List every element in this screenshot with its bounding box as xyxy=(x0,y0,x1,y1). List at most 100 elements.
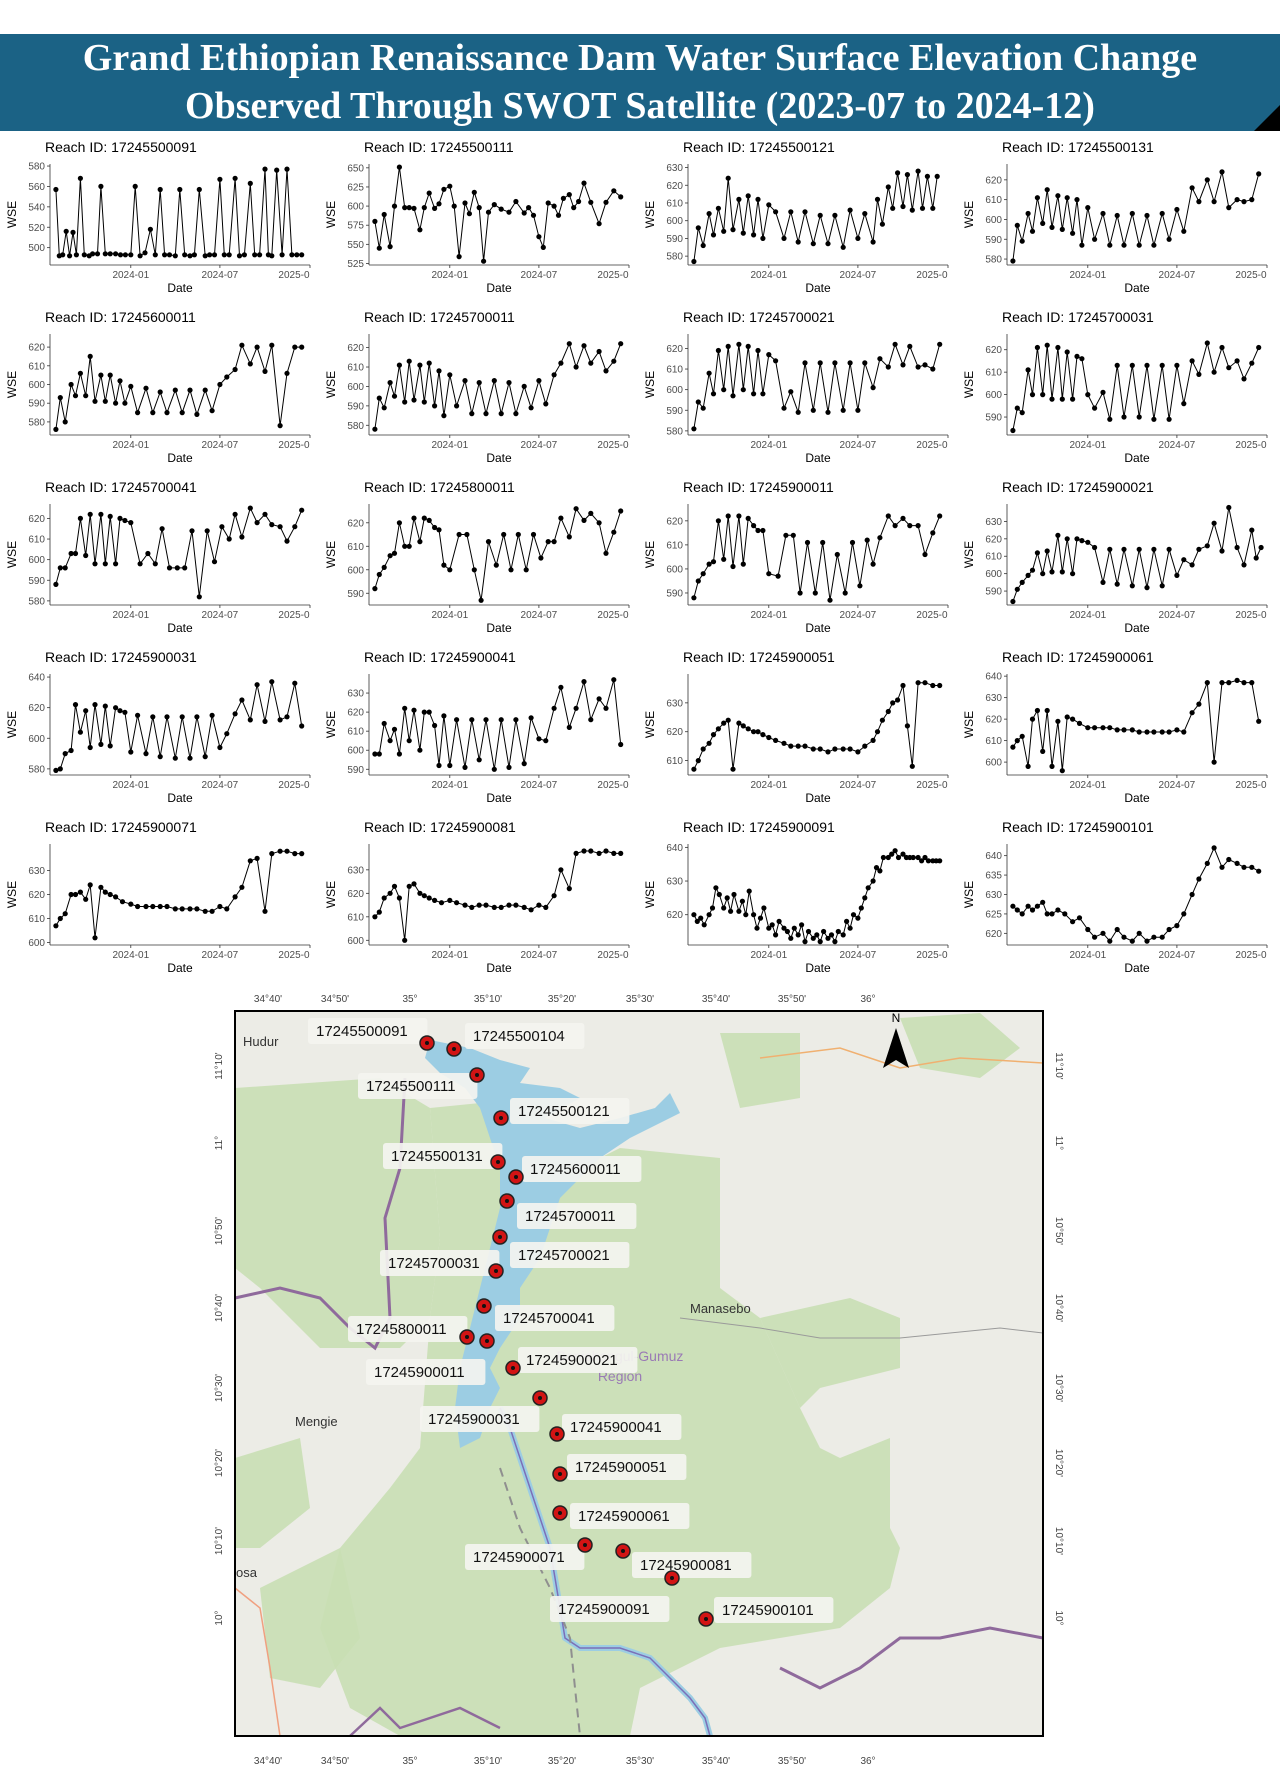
page-title-line-2: Observed Through SWOT Satellite (2023-07… xyxy=(185,85,1095,127)
wse-point xyxy=(152,561,158,567)
map-frame xyxy=(234,1010,1044,1737)
wse-point xyxy=(441,562,447,568)
wse-point xyxy=(232,175,238,181)
wse-point xyxy=(788,743,794,749)
reach-marker-center xyxy=(558,1511,562,1515)
y-tick-label: 580 xyxy=(28,764,45,775)
wse-point xyxy=(1100,579,1106,585)
wse-point xyxy=(691,258,697,265)
wse-point xyxy=(873,865,880,871)
reach-label-box xyxy=(465,1544,585,1570)
wse-point xyxy=(526,205,532,211)
wse-point xyxy=(217,903,223,910)
wse-point xyxy=(182,565,188,571)
wse-series-line xyxy=(1012,679,1260,771)
wse-point xyxy=(536,902,542,908)
wse-point xyxy=(292,524,298,530)
longitude-label-top: 35°40' xyxy=(702,994,730,1005)
wse-point xyxy=(528,405,534,411)
wse-point xyxy=(53,581,59,587)
reach-label: 17245500104 xyxy=(473,1028,565,1045)
wse-point xyxy=(411,881,417,887)
wse-point xyxy=(402,205,408,211)
wse-point xyxy=(695,225,701,231)
wse-point xyxy=(102,561,108,567)
wse-point xyxy=(53,186,59,193)
wse-point xyxy=(730,563,736,570)
wse-point xyxy=(847,207,853,213)
wse-point xyxy=(481,258,487,264)
x-tick-label: 2025-0 xyxy=(278,780,310,791)
wse-point xyxy=(1059,569,1065,575)
reach-17245900031: 17245900031 xyxy=(420,1390,548,1432)
wse-point xyxy=(239,342,245,348)
latitude-label-left: 10°10' xyxy=(214,1527,225,1555)
y-tick-label: 590 xyxy=(985,587,1002,598)
wse-point xyxy=(909,763,915,769)
wse-series-line xyxy=(55,850,302,938)
y-tick-label: 580 xyxy=(28,596,45,607)
y-tick-label: 610 xyxy=(28,535,45,546)
wse-point xyxy=(53,426,59,432)
y-tick-label: 630 xyxy=(28,866,45,877)
wse-point xyxy=(187,755,193,761)
y-tick-label: 600 xyxy=(28,555,45,566)
y-tick-label: 600 xyxy=(28,938,45,949)
wse-point xyxy=(588,717,594,723)
y-tick-label: 620 xyxy=(985,345,1002,356)
wse-point xyxy=(277,423,283,429)
wse-point xyxy=(426,895,432,901)
wse-point xyxy=(478,597,484,603)
zone-boundary xyxy=(679,1317,1044,1339)
wse-point xyxy=(57,766,63,772)
wse-point xyxy=(426,517,432,523)
wse-point xyxy=(691,595,697,601)
wse-point xyxy=(1241,562,1247,568)
wse-point xyxy=(277,524,283,530)
wse-point xyxy=(1219,169,1225,175)
wse-point xyxy=(870,737,876,744)
wse-point xyxy=(98,372,104,378)
wse-point xyxy=(810,241,816,247)
wse-point xyxy=(1174,362,1180,368)
wse-point xyxy=(551,893,557,899)
wse-point xyxy=(915,523,921,529)
wse-series-line xyxy=(374,850,621,941)
wse-point xyxy=(1204,340,1210,346)
wse-point xyxy=(1256,868,1262,874)
wse-panel-17245900041: Reach ID: 17245900041 590 600 610 620 630 2024… xyxy=(324,649,630,805)
wse-point xyxy=(832,939,838,945)
wse-point xyxy=(870,239,876,245)
wse-point xyxy=(217,176,223,182)
wse-point xyxy=(1114,362,1120,368)
reach-17245700041: 17245700041 xyxy=(476,1298,615,1331)
wse-point xyxy=(391,550,398,556)
wse-point xyxy=(152,252,158,258)
wse-point xyxy=(1234,358,1240,364)
wse-point xyxy=(372,914,378,920)
y-axis-title: WSE xyxy=(643,541,657,568)
wse-point xyxy=(536,378,542,384)
wse-point xyxy=(725,343,731,349)
wse-point xyxy=(1070,396,1076,402)
wse-point xyxy=(1010,258,1016,264)
x-tick-label: 2024-01 xyxy=(112,780,149,791)
wse-point xyxy=(1256,718,1262,724)
wse-point xyxy=(462,902,468,908)
wse-point xyxy=(1174,727,1180,733)
wse-point xyxy=(411,707,417,713)
wse-point xyxy=(1070,230,1076,236)
wse-point xyxy=(128,520,134,526)
wse-point xyxy=(396,164,402,170)
place-label-partial: osa xyxy=(236,1565,258,1580)
wse-point xyxy=(915,168,921,174)
x-tick-label: 2025-0 xyxy=(597,440,629,451)
wse-point xyxy=(498,411,504,417)
wse-point xyxy=(1019,238,1025,244)
wse-point xyxy=(1121,242,1127,248)
wse-point xyxy=(73,252,79,258)
latitude-label-left: 10°50' xyxy=(214,1217,225,1245)
wse-panel-17245800011: Reach ID: 17245800011 590 600 610 620 2024-01… xyxy=(324,479,630,635)
wse-point xyxy=(254,855,260,862)
wse-point xyxy=(821,928,827,935)
